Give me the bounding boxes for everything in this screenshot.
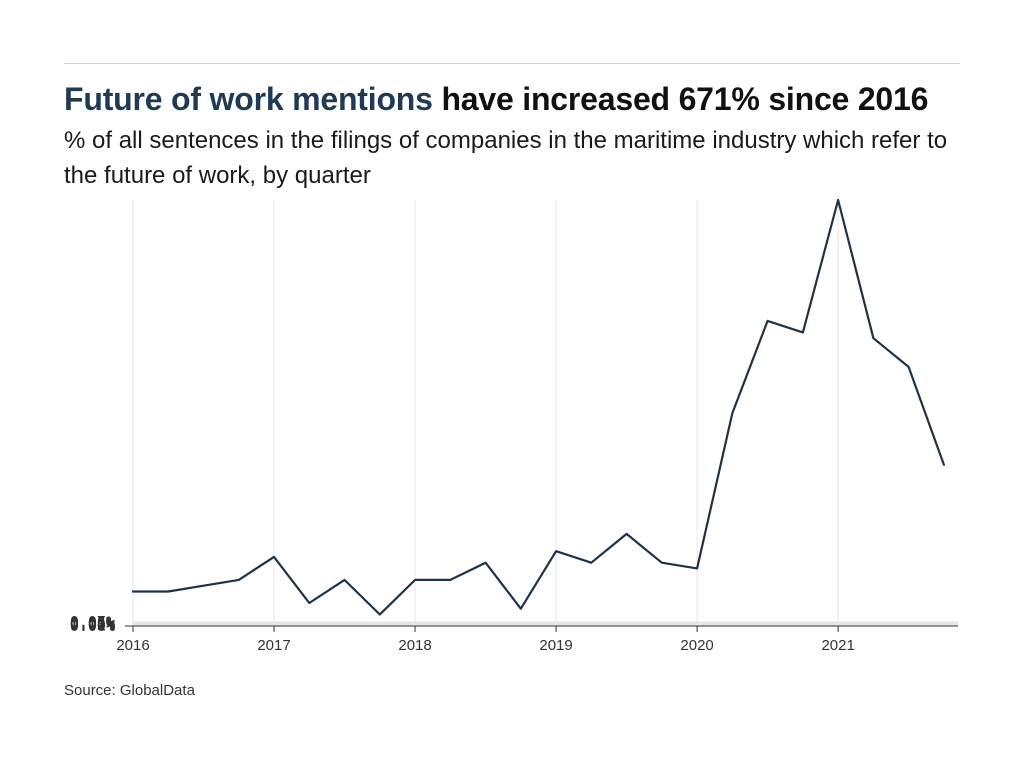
chart-subtitle: % of all sentences in the filings of com… xyxy=(64,127,948,189)
x-tick-label: 2016 xyxy=(116,637,149,654)
x-tick-label: 2020 xyxy=(680,637,713,654)
y-tick-label: 0.00% xyxy=(70,617,115,635)
y-tick-label: 0.05% xyxy=(70,614,115,632)
y-tick-label: 0.06% xyxy=(70,614,115,632)
chart-title-accent: Future of work mentions xyxy=(64,81,433,117)
chart-title: Future of work mentions have increased 6… xyxy=(64,80,984,118)
x-tick-label: 2018 xyxy=(398,637,431,654)
y-tick-label: 0.07% xyxy=(70,613,115,631)
source-note: Source: GlobalData xyxy=(64,682,195,699)
series-line xyxy=(131,198,946,616)
y-tick-label: 0.04% xyxy=(70,615,115,633)
top-divider xyxy=(64,63,960,64)
y-tick-label: 0.02% xyxy=(70,616,115,634)
x-tick-label: 2021 xyxy=(821,637,854,654)
y-tick-label: 0.03% xyxy=(70,615,115,633)
chart-title-rest: have increased 671% since 2016 xyxy=(432,81,929,117)
x-tick-label: 2019 xyxy=(539,637,572,654)
y-tick-label: 0.01% xyxy=(70,616,115,634)
x-tick-label: 2017 xyxy=(257,637,290,654)
